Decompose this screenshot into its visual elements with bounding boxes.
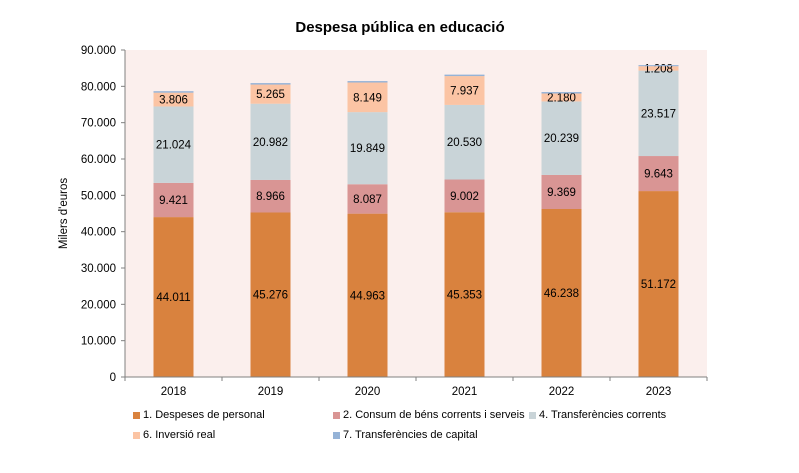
data-label: 44.963 — [350, 290, 385, 302]
bar-segment-2019-s2 — [250, 179, 291, 213]
data-label: 9.369 — [547, 187, 576, 199]
data-label: 21.024 — [156, 140, 192, 152]
y-tick-label: 30.000 — [81, 263, 116, 275]
data-label: 19.849 — [350, 143, 385, 155]
x-tick-label: 2023 — [646, 386, 672, 398]
bar-segment-2019-s5 — [250, 83, 291, 85]
legend-swatch — [529, 411, 536, 419]
legend-item: 6. Inversió real — [133, 429, 215, 441]
bar-segment-2020-s4 — [347, 82, 388, 113]
legend-item: 1. Despeses de personal — [133, 409, 265, 421]
bar-segment-2021-s2 — [444, 179, 485, 213]
data-label: 7.937 — [450, 85, 479, 97]
legend-label: 1. Despeses de personal — [143, 409, 265, 421]
legend-item: 4. Transferències corrents — [529, 409, 666, 421]
data-label: 51.172 — [641, 279, 676, 291]
bar-segment-2021-s3 — [444, 104, 485, 180]
plot-area — [125, 50, 707, 377]
bar-segment-2020-s5 — [347, 81, 388, 83]
bar-segment-2022-s4 — [541, 93, 582, 102]
bar-segment-2021-s5 — [444, 74, 485, 77]
bar-segment-2022-s5 — [541, 92, 582, 94]
data-label: 20.530 — [447, 137, 482, 149]
x-tick-label: 2021 — [452, 386, 478, 398]
data-label: 8.966 — [256, 191, 285, 203]
bar-segment-2023-s5 — [638, 65, 679, 67]
y-tick-label: 70.000 — [81, 118, 116, 130]
bar-segment-2021-s4 — [444, 76, 485, 105]
bar-segment-2023-s3 — [638, 70, 679, 157]
chart-title: Despesa pública en educació — [295, 19, 504, 36]
bar-segment-2019-s1 — [250, 212, 291, 377]
data-label: 20.239 — [544, 133, 579, 145]
y-tick-label: 80.000 — [81, 81, 116, 93]
legend-swatch — [133, 431, 140, 439]
legend-swatch — [133, 411, 140, 419]
bar-segment-2018-s2 — [153, 182, 194, 218]
bar-segment-2018-s1 — [153, 217, 194, 377]
data-label: 3.806 — [159, 95, 188, 107]
legend-label: 4. Transferències corrents — [539, 409, 667, 421]
data-label: 20.982 — [253, 137, 288, 149]
legend-item: 2. Consum de béns corrents i serveis — [333, 409, 525, 421]
data-label: 45.353 — [447, 290, 482, 302]
x-tick-label: 2019 — [258, 386, 284, 398]
data-label: 5.265 — [256, 89, 285, 101]
data-label: 45.276 — [253, 290, 288, 302]
legend-label: 6. Inversió real — [143, 429, 216, 441]
bar-segment-2021-s1 — [444, 212, 485, 377]
bar-segment-2023-s1 — [638, 191, 679, 377]
y-tick-label: 10.000 — [81, 336, 116, 348]
y-tick-label: 60.000 — [81, 154, 116, 166]
y-tick-label: 50.000 — [81, 190, 116, 202]
legend-label: 2. Consum de béns corrents i serveis — [343, 409, 525, 421]
x-tick-label: 2018 — [161, 386, 187, 398]
data-label: 8.149 — [353, 92, 382, 104]
data-label: 8.087 — [353, 194, 382, 206]
bar-segment-2018-s4 — [153, 92, 194, 107]
legend-item: 7. Transferències de capital — [333, 429, 478, 441]
bar-segment-2022-s1 — [541, 209, 582, 377]
y-axis-label: Milers d'euros — [58, 178, 70, 249]
data-label: 23.517 — [641, 108, 676, 120]
data-label: 9.643 — [644, 169, 673, 181]
legend-swatch — [333, 411, 340, 419]
bar-segment-2022-s3 — [541, 101, 582, 175]
bar-segment-2020-s1 — [347, 213, 388, 377]
bar-segment-2023-s4 — [638, 66, 679, 71]
bar-segment-2020-s2 — [347, 184, 388, 214]
data-label: 46.238 — [544, 288, 579, 300]
bar-segment-2018-s3 — [153, 106, 194, 183]
x-tick-label: 2022 — [549, 386, 575, 398]
bar-segment-2022-s2 — [541, 174, 582, 210]
data-label: 44.011 — [156, 292, 190, 304]
bar-segment-2018-s5 — [153, 91, 194, 93]
bar-segment-2019-s4 — [250, 84, 291, 104]
y-tick-label: 0 — [110, 372, 116, 384]
y-tick-label: 20.000 — [81, 299, 116, 311]
legend-label: 7. Transferències de capital — [343, 429, 478, 441]
data-label: 1.208 — [644, 63, 673, 75]
y-tick-label: 40.000 — [81, 227, 116, 239]
bar-segment-2023-s2 — [638, 156, 679, 192]
bar-segment-2020-s3 — [347, 112, 388, 185]
bar-segment-2019-s3 — [250, 103, 291, 180]
data-label: 9.002 — [450, 191, 479, 203]
data-label: 2.180 — [547, 92, 576, 104]
legend-swatch — [333, 431, 340, 439]
x-tick-label: 2020 — [355, 386, 381, 398]
y-tick-label: 90.000 — [81, 45, 116, 57]
data-label: 9.421 — [159, 195, 188, 207]
